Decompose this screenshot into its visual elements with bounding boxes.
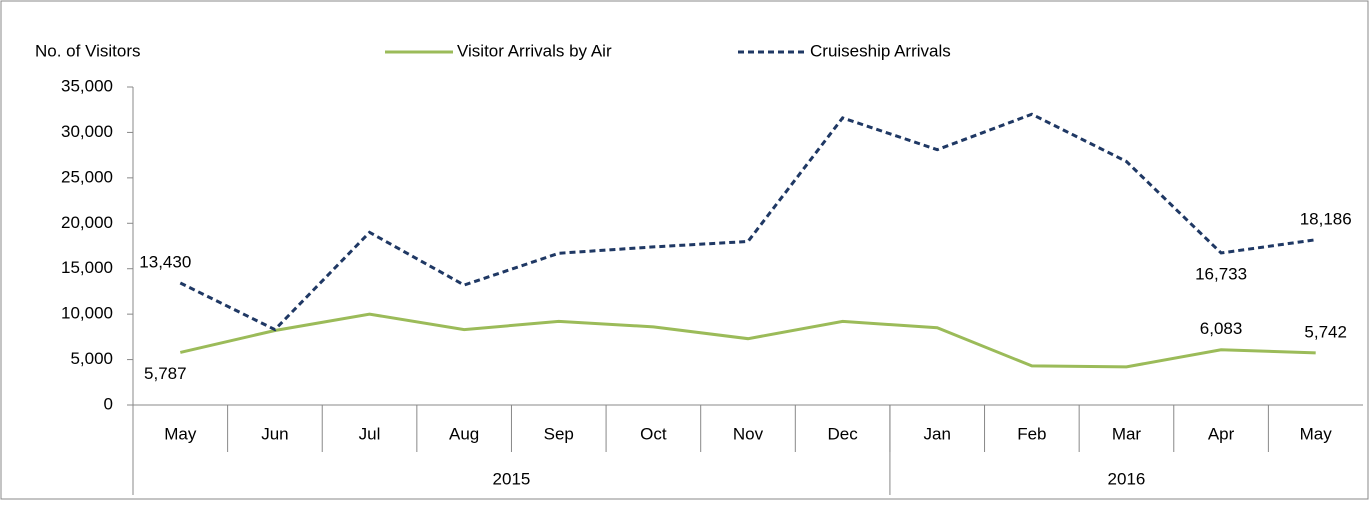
x-tick-label: Aug [449, 424, 479, 443]
x-tick-label: Jun [261, 424, 288, 443]
y-tick-label: 30,000 [61, 122, 113, 141]
data-label: 16,733 [1195, 264, 1247, 283]
data-label: 5,787 [144, 364, 187, 383]
x-tick-label: Nov [733, 424, 764, 443]
x-tick-label: Dec [827, 424, 858, 443]
x-tick-label: Oct [640, 424, 667, 443]
x-tick-label: Jul [359, 424, 381, 443]
y-tick-label: 15,000 [61, 258, 113, 277]
y-tick-label: 35,000 [61, 76, 113, 95]
x-tick-label: Feb [1017, 424, 1046, 443]
legend-label: Cruiseship Arrivals [810, 41, 951, 60]
data-label: 6,083 [1200, 319, 1243, 338]
legend-label: Visitor Arrivals by Air [457, 41, 612, 60]
y-tick-label: 0 [104, 394, 113, 413]
x-tick-label: Apr [1208, 424, 1235, 443]
data-label: 5,742 [1304, 322, 1347, 341]
series-line [179, 312, 1316, 369]
data-label: 13,430 [139, 252, 191, 271]
x-tick-label: May [1300, 424, 1333, 443]
y-tick-label: 20,000 [61, 213, 113, 232]
y-tick-label: 10,000 [61, 304, 113, 323]
group-label: 2016 [1108, 469, 1146, 488]
series-line [179, 112, 1316, 332]
x-tick-label: May [164, 424, 197, 443]
y-tick-label: 25,000 [61, 167, 113, 186]
y-tick-label: 5,000 [70, 349, 113, 368]
x-tick-label: Mar [1112, 424, 1142, 443]
group-label: 2015 [493, 469, 531, 488]
y-axis-title: No. of Visitors [35, 41, 141, 60]
data-label: 18,186 [1300, 209, 1352, 228]
x-tick-label: Sep [544, 424, 574, 443]
x-tick-label: Jan [924, 424, 951, 443]
